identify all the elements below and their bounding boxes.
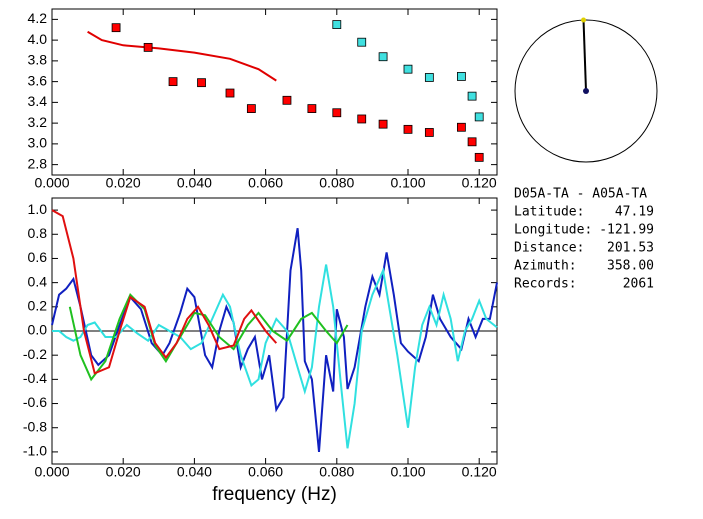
marker: [357, 114, 367, 124]
y-tick-label: 1.0: [28, 201, 48, 217]
marker: [168, 77, 178, 87]
y-tick-label: 0.4: [28, 273, 48, 289]
marker: [467, 137, 477, 147]
y-tick-label: 3.8: [28, 52, 48, 68]
y-tick-label: 3.4: [28, 93, 48, 109]
marker: [378, 119, 388, 129]
marker: [143, 42, 153, 52]
marker: [357, 37, 367, 47]
field-value: 2061: [623, 277, 654, 292]
station-info: D05A-TA - A05A-TA Latitude: 47.19 Longitud…: [514, 187, 654, 292]
x-tick-label: 0.020: [106, 175, 141, 191]
data-line: [51, 209, 278, 375]
marker: [282, 95, 292, 105]
marker: [225, 88, 235, 98]
data-line: [52, 264, 498, 449]
x-tick-label: 0.000: [34, 464, 69, 480]
y-tick-label: 3.6: [28, 72, 48, 88]
marker: [467, 91, 477, 101]
x-tick-label: 0.120: [462, 175, 497, 191]
x-tick-label: 0.060: [248, 175, 283, 191]
plot-frame: [51, 8, 498, 176]
field-value: -121.99: [599, 223, 654, 238]
y-tick-label: -0.2: [23, 346, 47, 362]
y-tick-label: -0.6: [23, 394, 47, 410]
x-tick-label: 0.040: [177, 175, 212, 191]
y-tick-label: 3.0: [28, 135, 48, 151]
field-label: Distance:: [514, 241, 584, 256]
azimuth-needle: [582, 20, 587, 92]
x-tick-label: 0.080: [319, 175, 354, 191]
y-tick-label: 4.0: [28, 31, 48, 47]
marker: [111, 23, 121, 33]
marker: [456, 72, 466, 81]
data-line: [87, 30, 277, 82]
y-tick-label: -0.8: [23, 418, 47, 434]
y-tick-label: 2.8: [28, 155, 48, 171]
y-tick-label: 0.6: [28, 249, 48, 265]
data-line: [51, 228, 498, 452]
marker: [332, 20, 342, 29]
marker: [474, 112, 484, 122]
field-label: Records:: [514, 277, 577, 292]
x-tick-label: 0.100: [390, 464, 425, 480]
y-tick-label: 0.2: [28, 298, 48, 314]
x-tick-label: 0.040: [177, 464, 212, 480]
y-tick-label: -0.4: [23, 370, 47, 386]
y-tick-label: 4.2: [28, 10, 48, 26]
field-label: Latitude:: [514, 205, 584, 220]
x-tick-label: 0.020: [106, 464, 141, 480]
marker: [424, 128, 434, 137]
x-tick-label: 0.000: [34, 175, 69, 191]
x-axis-label: frequency (Hz): [212, 484, 337, 505]
marker: [474, 152, 484, 162]
x-tick-label: 0.100: [390, 175, 425, 191]
x-tick-label: 0.060: [248, 464, 283, 480]
field-label: Azimuth:: [514, 259, 577, 274]
marker: [456, 122, 466, 132]
y-tick-label: -1.0: [23, 443, 47, 459]
marker: [332, 108, 342, 118]
field-value: 47.19: [615, 205, 654, 220]
marker: [246, 104, 256, 113]
y-tick-label: 0.0: [28, 322, 48, 338]
field-value: 201.53: [607, 241, 654, 256]
data-line: [68, 292, 349, 382]
marker: [378, 52, 388, 62]
x-tick-label: 0.120: [462, 464, 497, 480]
marker: [424, 73, 434, 82]
marker: [197, 78, 206, 88]
y-tick-label: 0.8: [28, 225, 48, 241]
marker: [307, 104, 317, 113]
field-value: 358.00: [607, 259, 654, 274]
station-title: D05A-TA - A05A-TA: [514, 187, 647, 202]
field-label: Longitude:: [514, 223, 592, 238]
x-tick-label: 0.080: [319, 464, 354, 480]
marker: [403, 64, 413, 74]
marker: [403, 124, 413, 134]
station-dot: [581, 17, 587, 23]
center-dot: [583, 88, 589, 94]
y-tick-label: 3.2: [28, 114, 48, 130]
